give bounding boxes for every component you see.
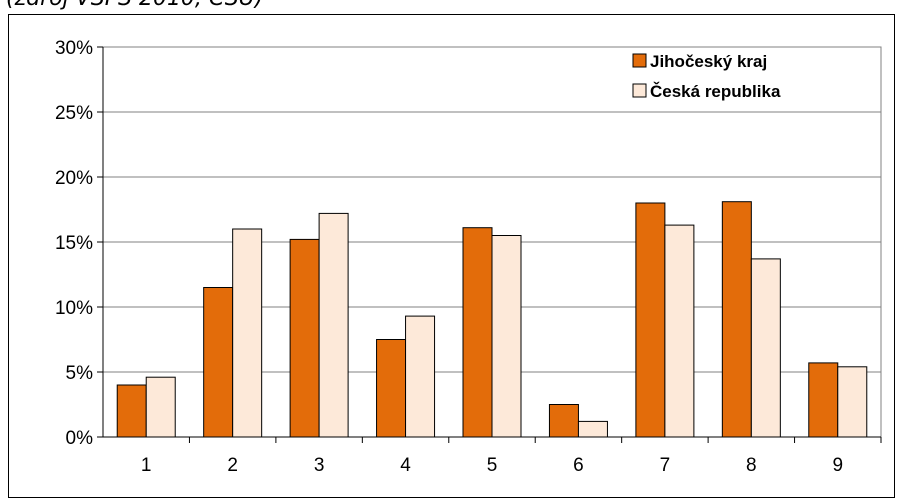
x-tick-label: 3	[314, 455, 325, 476]
bar-jihocesky-kraj-7	[635, 202, 666, 438]
bar-ceska-republika-4	[405, 315, 436, 438]
x-tick-label: 1	[141, 455, 152, 476]
x-tick-label: 9	[832, 455, 843, 476]
bar-ceska-republika-9	[837, 366, 868, 438]
bar-ceska-republika-8	[750, 258, 781, 438]
chart-source-caption: (zdroj VŠPS 2010, ČSÚ)	[6, 0, 263, 11]
bar-ceska-republika-6	[577, 420, 608, 438]
bar-jihocesky-kraj-1	[116, 384, 147, 438]
bar-ceska-republika-3	[318, 212, 349, 438]
y-axis-tick-labels: 0% 5% 10% 15% 20% 25% 30%	[55, 38, 93, 449]
bar-ceska-republika-7	[664, 224, 695, 438]
bar-jihocesky-kraj-9	[808, 362, 839, 438]
y-tick-label: 25%	[55, 103, 93, 124]
axes	[97, 46, 882, 443]
x-tick-label: 6	[573, 455, 584, 476]
x-tick-label: 2	[227, 455, 238, 476]
bar-jihocesky-kraj-5	[462, 227, 493, 438]
y-tick-label: 5%	[66, 363, 94, 384]
bar-ceska-republika-2	[232, 228, 263, 438]
bars	[116, 201, 868, 438]
y-tick-label: 30%	[55, 38, 93, 59]
legend: Jihočeský kraj Česká republika	[632, 52, 781, 101]
x-tick-label: 7	[660, 455, 671, 476]
x-tick-label: 8	[746, 455, 757, 476]
bar-ceska-republika-1	[145, 376, 176, 438]
bar-jihocesky-kraj-8	[721, 201, 752, 438]
y-tick-label: 20%	[55, 168, 93, 189]
bar-ceska-republika-5	[491, 235, 522, 438]
x-tick-label: 4	[400, 455, 411, 476]
y-tick-label: 0%	[66, 428, 94, 449]
x-axis-tick-labels: 1 2 3 4 5 6 7 8 9	[141, 455, 843, 476]
bar-jihocesky-kraj-2	[203, 287, 234, 438]
legend-label: Jihočeský kraj	[650, 52, 767, 71]
x-tick-label: 5	[487, 455, 498, 476]
y-tick-label: 10%	[55, 298, 93, 319]
bar-jihocesky-kraj-6	[548, 404, 579, 438]
legend-label: Česká republika	[650, 82, 781, 101]
bar-jihocesky-kraj-4	[376, 339, 407, 438]
legend-swatch	[632, 83, 647, 98]
bar-jihocesky-kraj-3	[289, 238, 320, 438]
legend-swatch	[632, 53, 647, 68]
y-tick-label: 15%	[55, 233, 93, 254]
